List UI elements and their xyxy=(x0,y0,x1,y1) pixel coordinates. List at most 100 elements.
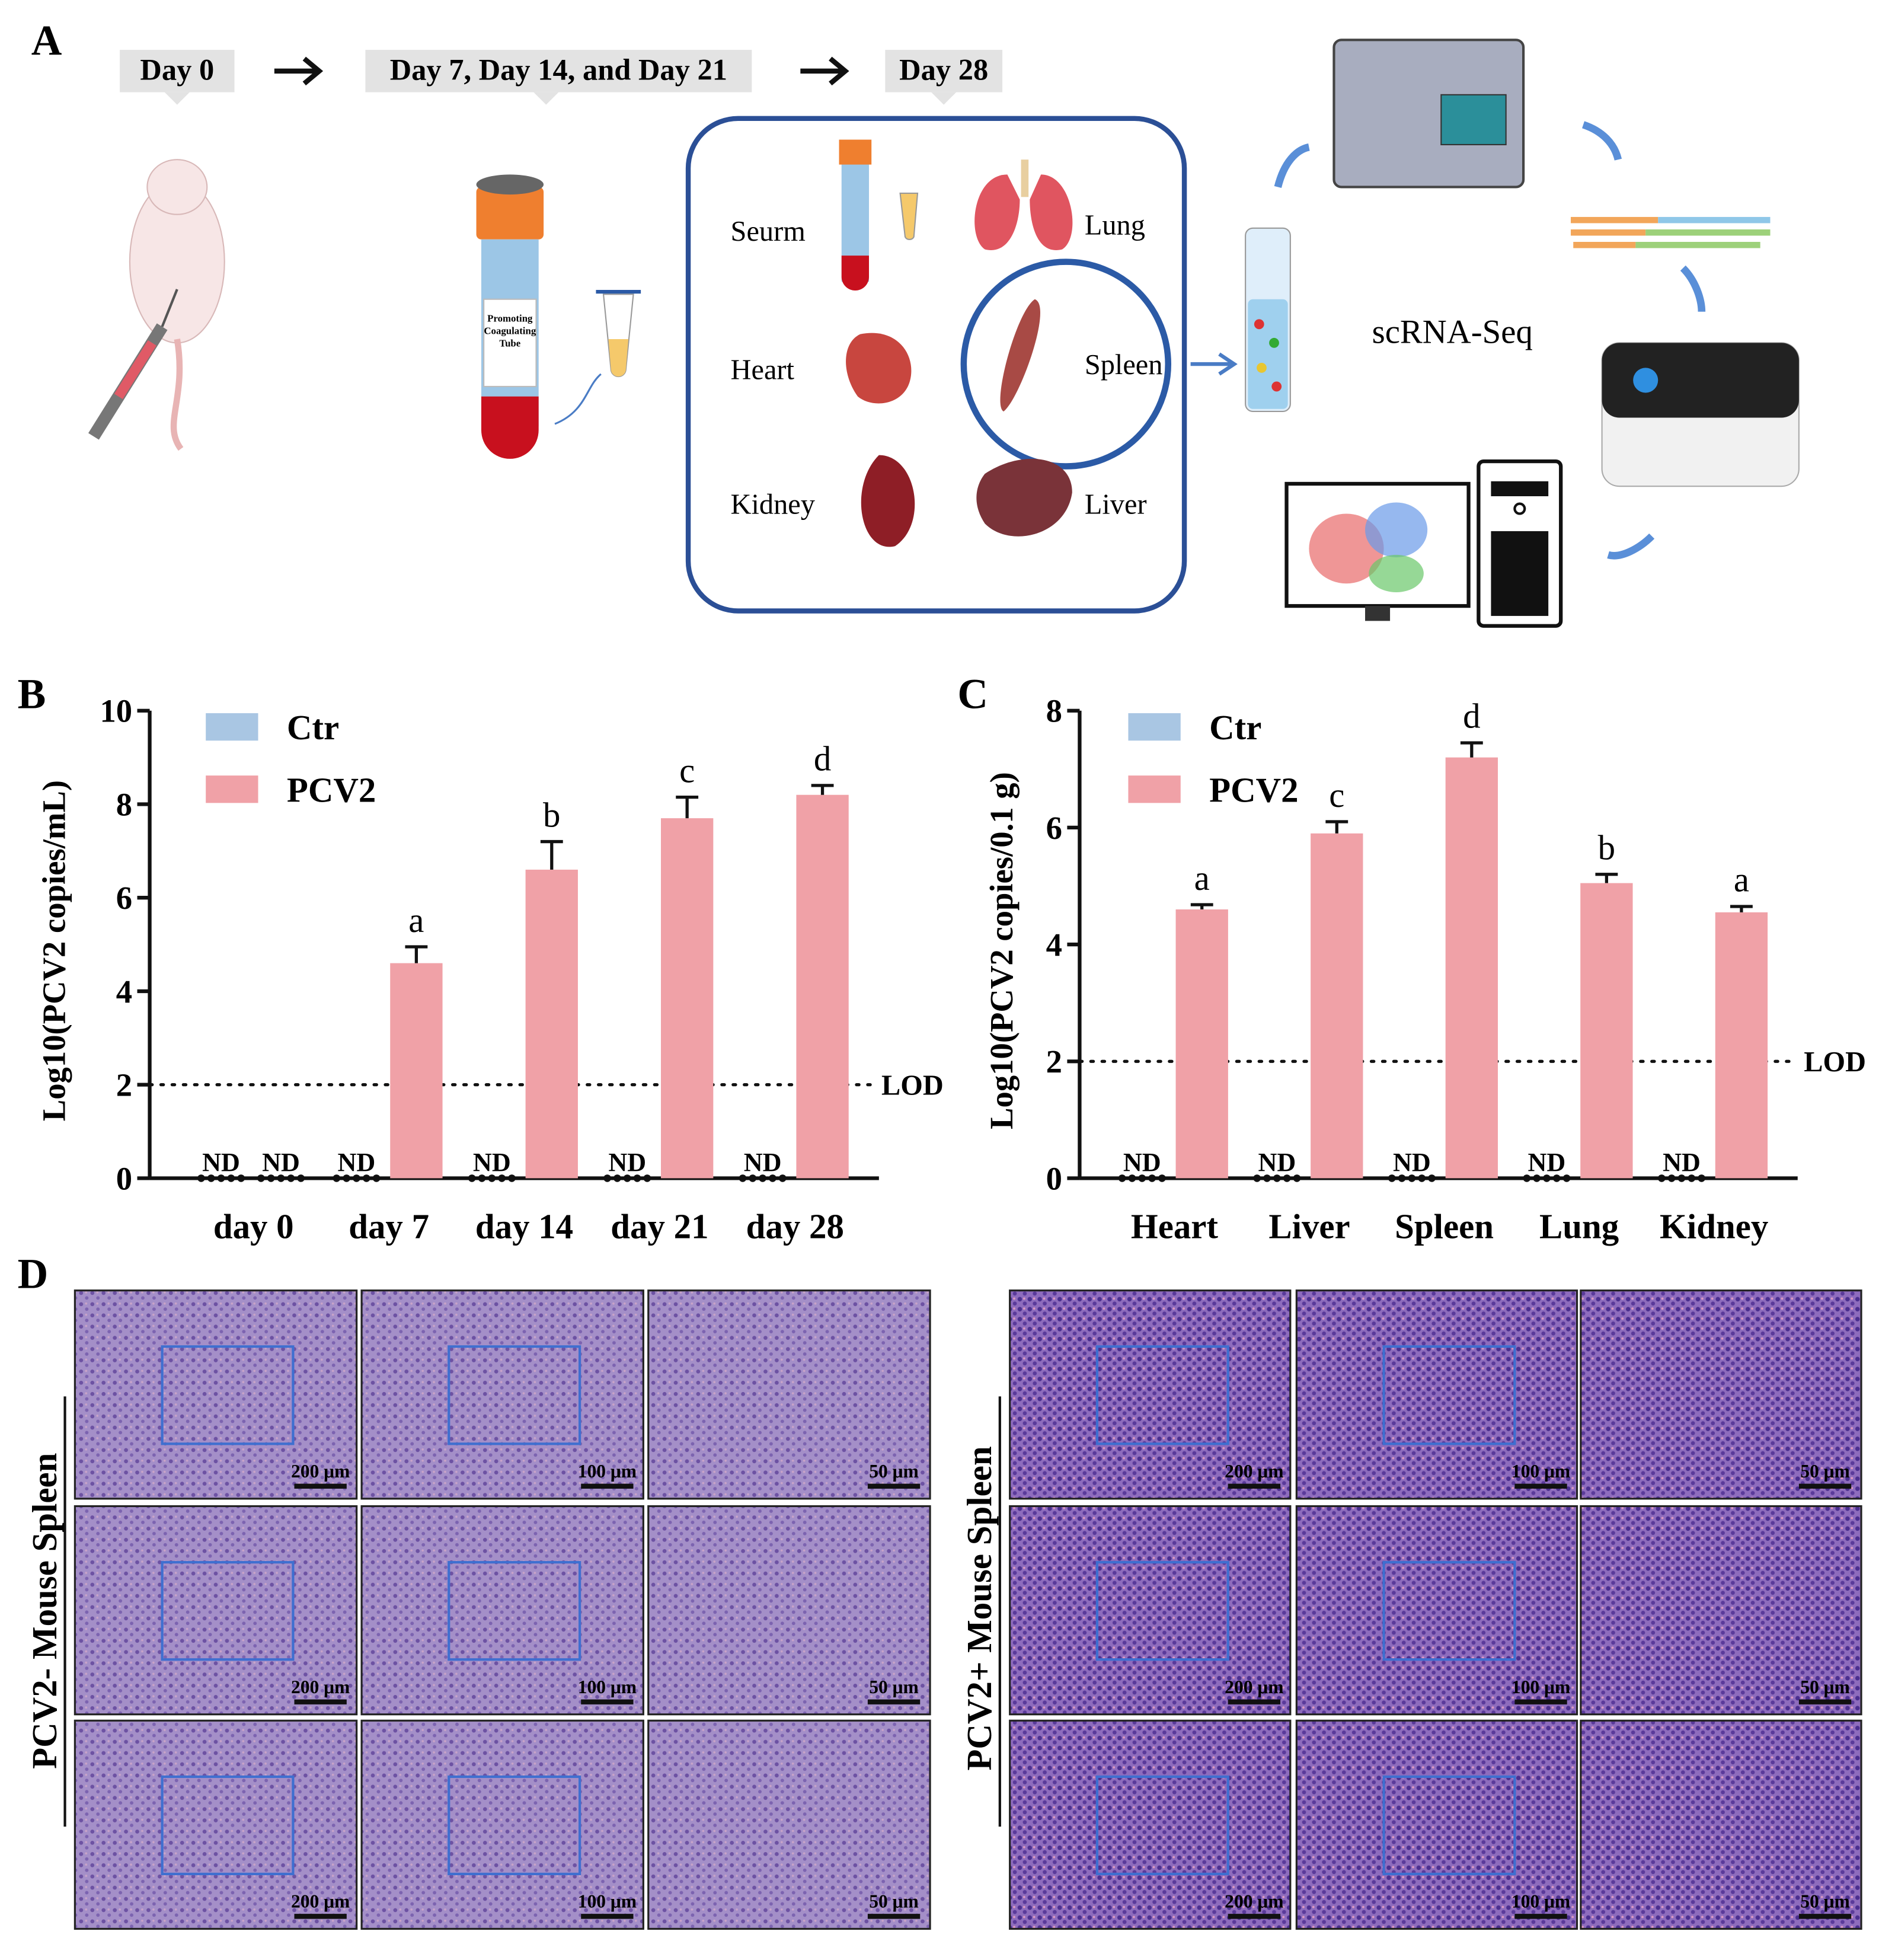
sample-box: Seurm Lung Heart Spleen Kidney Liver xyxy=(685,116,1187,614)
significance-label: a xyxy=(1734,861,1749,899)
nd-dot xyxy=(1273,1174,1281,1182)
scale-bar-label: 50 μm xyxy=(1800,1891,1850,1912)
nd-dot xyxy=(633,1174,641,1182)
sample-label: Kidney xyxy=(731,489,815,520)
nd-dot xyxy=(1408,1174,1416,1182)
nd-dot xyxy=(333,1174,341,1182)
sample-label: Heart xyxy=(731,354,795,385)
significance-label: c xyxy=(1329,776,1344,815)
significance-label: a xyxy=(408,901,424,940)
method-label: scRNA-Seq xyxy=(1372,313,1533,350)
scale-bar-label: 200 μm xyxy=(291,1891,350,1912)
value-label: ND xyxy=(338,1148,376,1177)
value-label: ND xyxy=(1258,1148,1296,1177)
y-axis-label: Log10(PCV2 copies/mL) xyxy=(36,780,72,1121)
legend-label: Ctr xyxy=(1209,708,1261,747)
legend-label: Ctr xyxy=(287,708,339,747)
error-bar xyxy=(676,796,699,819)
nd-dot xyxy=(1523,1174,1531,1182)
histology-image xyxy=(1009,1289,1292,1500)
error-bar xyxy=(1595,873,1618,883)
histology-image xyxy=(74,1289,358,1500)
y-tick-label: 2 xyxy=(1046,1043,1062,1080)
nd-dot xyxy=(372,1174,381,1182)
scale-bar-label: 50 μm xyxy=(1800,1461,1850,1482)
tube-text: Tube xyxy=(499,338,520,349)
histology-image xyxy=(1009,1719,1292,1930)
inset-box xyxy=(1382,1561,1516,1661)
histology-image xyxy=(74,1505,358,1716)
sample-label: Spleen xyxy=(1085,349,1163,381)
inset-box xyxy=(161,1561,295,1661)
nd-dot xyxy=(1688,1174,1696,1182)
panel-label: D xyxy=(18,1250,49,1297)
nd-dot xyxy=(287,1174,295,1182)
panel-label: B xyxy=(18,671,46,718)
y-tick-label: 4 xyxy=(1046,927,1062,963)
nd-dot xyxy=(1398,1174,1406,1182)
x-tick-label: Kidney xyxy=(1660,1207,1768,1246)
panel-label: C xyxy=(957,671,988,718)
value-label: ND xyxy=(473,1148,511,1177)
timeline-label: Day 28 xyxy=(899,53,988,87)
inset-box xyxy=(1095,1561,1229,1661)
x-tick-label: Lung xyxy=(1539,1207,1619,1246)
bar xyxy=(1580,883,1633,1179)
inset-box xyxy=(161,1775,295,1875)
value-label: ND xyxy=(1528,1148,1566,1177)
nd-dot xyxy=(1677,1174,1686,1182)
nd-dot xyxy=(1543,1174,1551,1182)
significance-label: a xyxy=(1194,859,1210,898)
histology-panel: PCV2- Mouse Spleen PCV2+ Mouse Spleen 20… xyxy=(25,1289,1862,1930)
nd-dot xyxy=(362,1174,370,1182)
scale-bar-label: 200 μm xyxy=(291,1461,350,1482)
nd-dot xyxy=(1253,1174,1261,1182)
lod-label: LOD xyxy=(1804,1046,1866,1078)
x-tick-label: day 14 xyxy=(475,1207,573,1246)
y-tick-label: 4 xyxy=(116,973,132,1010)
nd-dot xyxy=(749,1174,757,1182)
nd-dot xyxy=(1283,1174,1291,1182)
bar xyxy=(1175,909,1228,1179)
bar xyxy=(1311,833,1363,1179)
scale-bar-label: 100 μm xyxy=(1511,1461,1570,1482)
scale-bar-label: 50 μm xyxy=(1800,1677,1850,1697)
nd-dot xyxy=(217,1174,225,1182)
nd-dot xyxy=(343,1174,350,1182)
nd-dot xyxy=(1263,1174,1271,1182)
scale-bar-label: 100 μm xyxy=(578,1461,637,1482)
x-tick-label: day 21 xyxy=(611,1207,708,1246)
group-label: PCV2+ Mouse Spleen xyxy=(960,1446,999,1770)
bar xyxy=(661,818,714,1179)
value-label: ND xyxy=(744,1148,782,1177)
scale-bar-label: 100 μm xyxy=(1511,1891,1570,1912)
inset-box xyxy=(1095,1775,1229,1875)
x-tick-label: Heart xyxy=(1131,1207,1218,1246)
nd-dot xyxy=(1138,1174,1146,1182)
y-tick-label: 6 xyxy=(1046,810,1062,846)
error-bar xyxy=(811,784,834,795)
value-label: ND xyxy=(1393,1148,1431,1177)
sample-label: Seurm xyxy=(731,216,806,247)
histology-image xyxy=(1580,1719,1862,1930)
value-label: ND xyxy=(608,1148,646,1177)
bar xyxy=(1445,757,1498,1179)
scale-bar-label: 50 μm xyxy=(869,1677,919,1697)
y-tick-label: 2 xyxy=(116,1067,132,1103)
day-box xyxy=(365,50,752,92)
nd-dot xyxy=(277,1174,285,1182)
histology-image xyxy=(1295,1289,1578,1500)
legend-label: PCV2 xyxy=(287,771,376,809)
y-tick-label: 8 xyxy=(116,786,132,822)
inset-box xyxy=(448,1561,581,1661)
tube-text: Promoting xyxy=(487,313,533,324)
nd-dot xyxy=(623,1174,631,1182)
bar xyxy=(525,869,578,1179)
nd-dot xyxy=(1148,1174,1156,1182)
histology-image xyxy=(647,1505,931,1716)
nd-dot xyxy=(1418,1174,1426,1182)
inset-box xyxy=(1095,1345,1229,1445)
nd-dot xyxy=(257,1174,265,1182)
nd-dot xyxy=(478,1174,486,1182)
nd-dot xyxy=(353,1174,360,1182)
